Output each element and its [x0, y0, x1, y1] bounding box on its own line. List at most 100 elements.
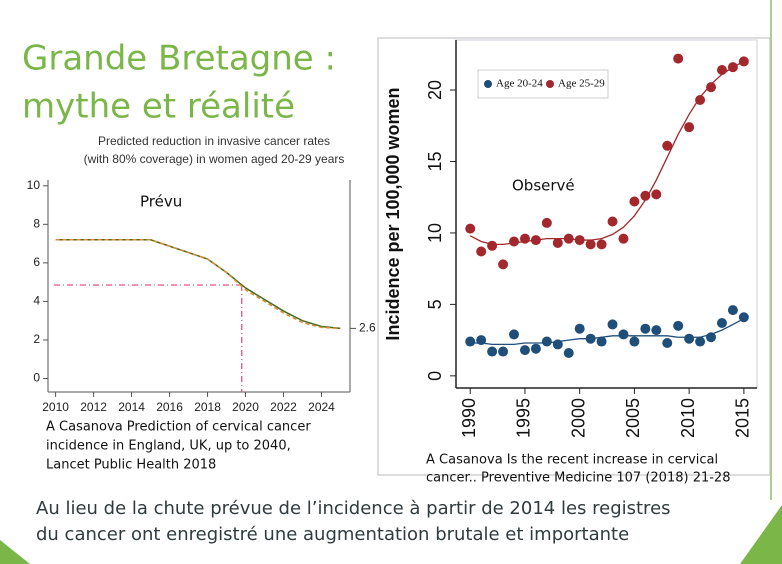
x-tick-label: 2005: [623, 398, 643, 438]
x-tick-label: 2010: [678, 398, 698, 438]
x-tick-label: 2016: [156, 400, 183, 414]
legend-marker: [484, 80, 492, 88]
caption: cancer.. Preventive Medicine 107 (2018) …: [426, 471, 730, 486]
x-tick-label: 2000: [568, 398, 588, 438]
point: [640, 190, 651, 201]
point: [465, 223, 476, 234]
point: [716, 317, 727, 328]
legend-label: Age 25-29: [558, 78, 605, 90]
x-tick-label: 2020: [232, 400, 259, 414]
point: [618, 233, 629, 244]
x-tick-label: 2012: [80, 400, 107, 414]
chart-title: (with 80% coverage) in women aged 20-29 …: [84, 152, 345, 166]
point: [563, 233, 574, 244]
point: [684, 333, 695, 344]
y-tick-label: 0: [33, 371, 40, 385]
point: [498, 259, 509, 270]
chart-title: Predicted reduction in invasive cancer r…: [98, 134, 330, 148]
caption: A Casanova Prediction of cervical cancer: [46, 420, 311, 435]
y-tick-label: 15: [425, 151, 445, 171]
x-tick-label: 2022: [270, 400, 297, 414]
point: [498, 346, 509, 357]
point: [716, 65, 727, 76]
x-tick-label: 2010: [42, 400, 69, 414]
series-line: [55, 238, 341, 330]
point: [662, 140, 673, 151]
point: [673, 53, 684, 64]
point: [695, 336, 706, 347]
chart-panel: [20, 135, 362, 420]
y-tick-label: 4: [33, 294, 40, 308]
point: [695, 95, 706, 106]
point: [640, 323, 651, 334]
point: [574, 235, 585, 246]
annotation: Prévu: [140, 193, 182, 211]
x-tick-label: 2015: [733, 398, 753, 438]
point: [596, 239, 607, 250]
point: [541, 336, 552, 347]
x-tick-label: 1995: [514, 398, 534, 438]
point: [465, 336, 476, 347]
point: [530, 343, 541, 354]
point: [509, 236, 520, 247]
point: [706, 82, 717, 93]
x-tick-label: 2024: [308, 400, 335, 414]
point: [552, 339, 563, 350]
point: [629, 336, 640, 347]
conclusion: du cancer ont enregistré une augmentatio…: [36, 524, 629, 545]
point: [563, 347, 574, 358]
point: [487, 240, 498, 251]
legend-marker: [546, 80, 554, 88]
point: [530, 235, 541, 246]
point: [651, 325, 662, 336]
slide-title: mythe et réalité: [22, 87, 295, 127]
point: [574, 323, 585, 334]
y-tick-label: 20: [425, 80, 445, 100]
point: [673, 320, 684, 331]
point: [727, 62, 738, 73]
point: [585, 239, 596, 250]
caption: Lancet Public Health 2018: [46, 458, 216, 473]
point: [738, 56, 749, 67]
point: [607, 216, 618, 227]
caption: A Casanova Is the recent increase in cer…: [426, 453, 718, 468]
point: [585, 333, 596, 344]
x-tick-label: 2018: [194, 400, 221, 414]
point: [684, 122, 695, 133]
point: [596, 336, 607, 347]
y-tick-label: 8: [33, 216, 40, 230]
y-tick-label: 10: [425, 223, 445, 243]
point: [552, 237, 563, 248]
corner-decoration: [0, 540, 30, 564]
y-axis-label: Incidence per 100,000 women: [383, 87, 403, 340]
point: [509, 329, 520, 340]
y-tick-label: 5: [425, 299, 445, 309]
y-tick-label: 2: [33, 332, 40, 346]
point: [662, 337, 673, 348]
point: [738, 312, 749, 323]
point: [651, 189, 662, 200]
y-tick-label: 6: [33, 255, 40, 269]
y-tick-label: 10: [27, 178, 41, 192]
legend-label: Age 20-24: [496, 78, 543, 90]
corner-decoration: [740, 505, 782, 564]
x-tick-label: 2014: [118, 400, 145, 414]
point: [618, 329, 629, 340]
point: [629, 196, 640, 207]
end-label: 2.6: [359, 321, 376, 335]
point: [607, 319, 618, 330]
point: [706, 332, 717, 343]
point: [476, 335, 487, 346]
x-tick-label: 1990: [459, 398, 479, 438]
point: [519, 345, 530, 356]
point: [476, 246, 487, 257]
point: [541, 217, 552, 228]
point: [519, 233, 530, 244]
legend: [477, 69, 609, 99]
caption: incidence in England, UK, up to 2040,: [46, 439, 291, 454]
y-tick-label: 0: [425, 371, 445, 381]
point: [487, 346, 498, 357]
point: [727, 305, 738, 316]
annotation: Observé: [512, 177, 575, 195]
